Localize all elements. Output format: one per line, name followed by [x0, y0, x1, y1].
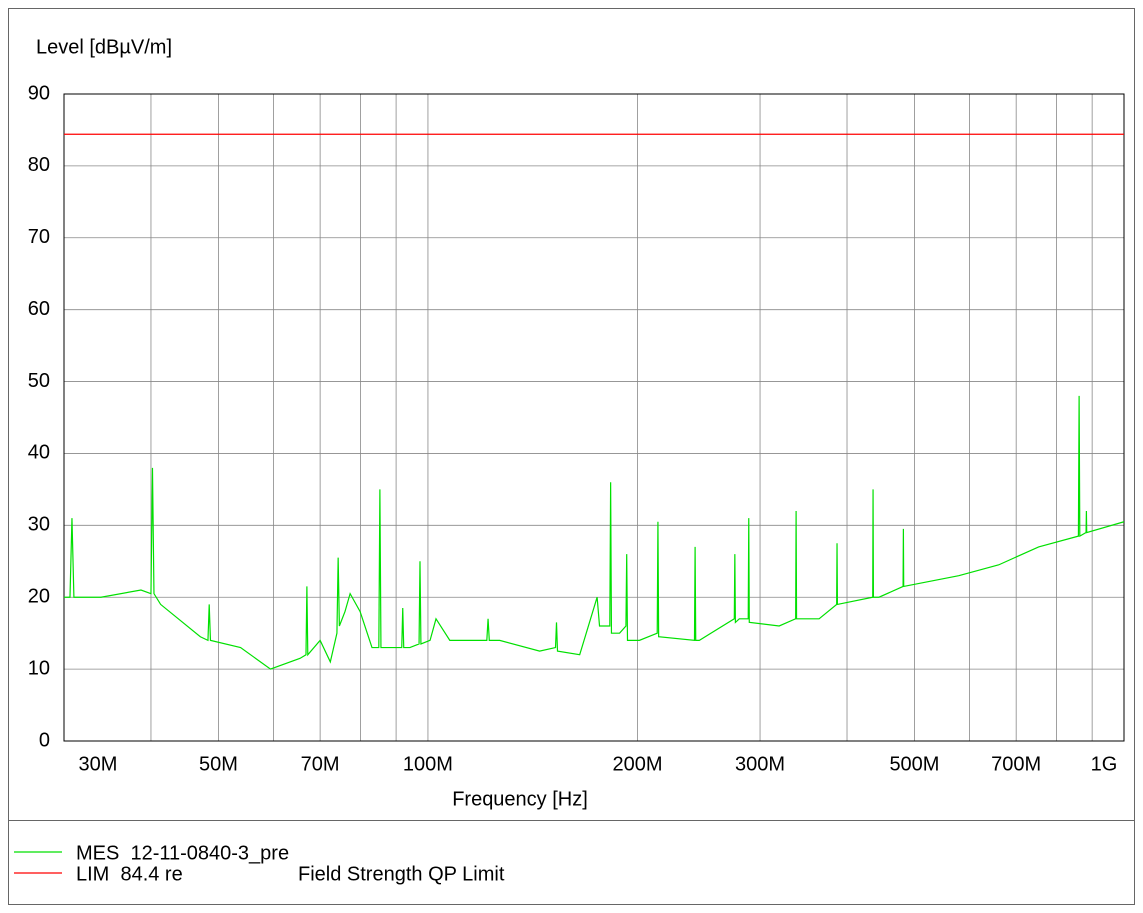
y-tick-label: 70	[28, 226, 50, 248]
x-tick-label: 30M	[79, 753, 118, 775]
legend-label: LIM 84.4 re	[76, 863, 183, 885]
plot-border	[63, 93, 1125, 742]
y-tick-label: 60	[28, 298, 50, 320]
x-tick-label: 500M	[889, 753, 939, 775]
y-tick-label: 50	[28, 370, 50, 392]
y-tick-label: 10	[28, 657, 50, 679]
x-axis-title: Frequency [Hz]	[452, 788, 588, 810]
x-tick-label: 300M	[735, 753, 785, 775]
y-axis-title: Level [dBµV/m]	[36, 36, 172, 58]
x-tick-label: 700M	[991, 753, 1041, 775]
y-tick-label: 0	[39, 729, 50, 751]
y-tick-label: 20	[28, 586, 50, 608]
x-tick-label: 100M	[403, 753, 453, 775]
x-tick-label: 50M	[199, 753, 238, 775]
y-tick-label: 80	[28, 154, 50, 176]
legend-label: MES 12-11-0840-3_pre	[76, 842, 289, 864]
frame	[8, 8, 1135, 905]
y-tick-label: 90	[28, 82, 50, 104]
x-tick-label: 70M	[301, 753, 340, 775]
y-tick-label: 40	[28, 442, 50, 464]
x-tick-label: 200M	[612, 753, 662, 775]
data-line	[64, 395, 1125, 670]
legend-note: Field Strength QP Limit	[298, 863, 505, 885]
x-tick-label: 1G	[1091, 753, 1118, 775]
y-tick-label: 30	[28, 514, 50, 536]
